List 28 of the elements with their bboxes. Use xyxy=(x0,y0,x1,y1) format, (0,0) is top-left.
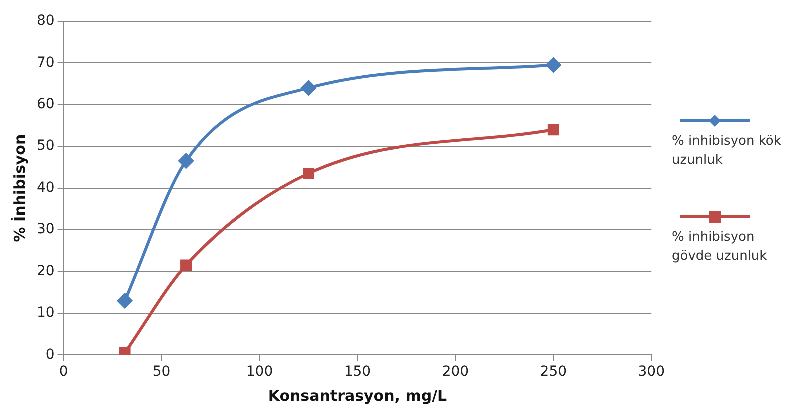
x-tick-label: 300 xyxy=(638,364,666,380)
x-axis-title: Konsantrasyon, mg/L xyxy=(268,386,448,405)
x-tick-label: 0 xyxy=(59,364,68,380)
y-tick-label: 50 xyxy=(36,138,55,154)
y-tick-label: 0 xyxy=(46,346,55,363)
point xyxy=(180,260,192,272)
x-tick-label: 200 xyxy=(442,364,470,380)
y-tick-label: 30 xyxy=(36,222,55,238)
y-tick-label: 20 xyxy=(36,263,55,280)
x-tick-label: 100 xyxy=(246,364,274,380)
x-tick-label: 150 xyxy=(344,364,372,380)
point xyxy=(301,80,316,96)
x-tick-label: 50 xyxy=(152,364,171,380)
y-tick-label: 40 xyxy=(36,180,55,196)
point xyxy=(546,58,562,73)
point xyxy=(178,154,194,169)
point xyxy=(118,293,133,308)
y-tick-label: 10 xyxy=(36,305,55,322)
x-tick-label: 250 xyxy=(540,364,568,380)
y-tick-label: 70 xyxy=(36,54,55,71)
y-axis-title: % İnhibisyon xyxy=(10,134,29,242)
legend-label: % inhibisyon gövde uzunluk xyxy=(672,229,768,266)
point xyxy=(119,347,131,356)
point xyxy=(303,168,314,180)
y-tick-label: 60 xyxy=(36,96,55,112)
point xyxy=(548,124,560,136)
y-tick-label: 80 xyxy=(36,13,55,30)
legend-label: % inhibisyon kök uzunluk xyxy=(672,133,782,170)
